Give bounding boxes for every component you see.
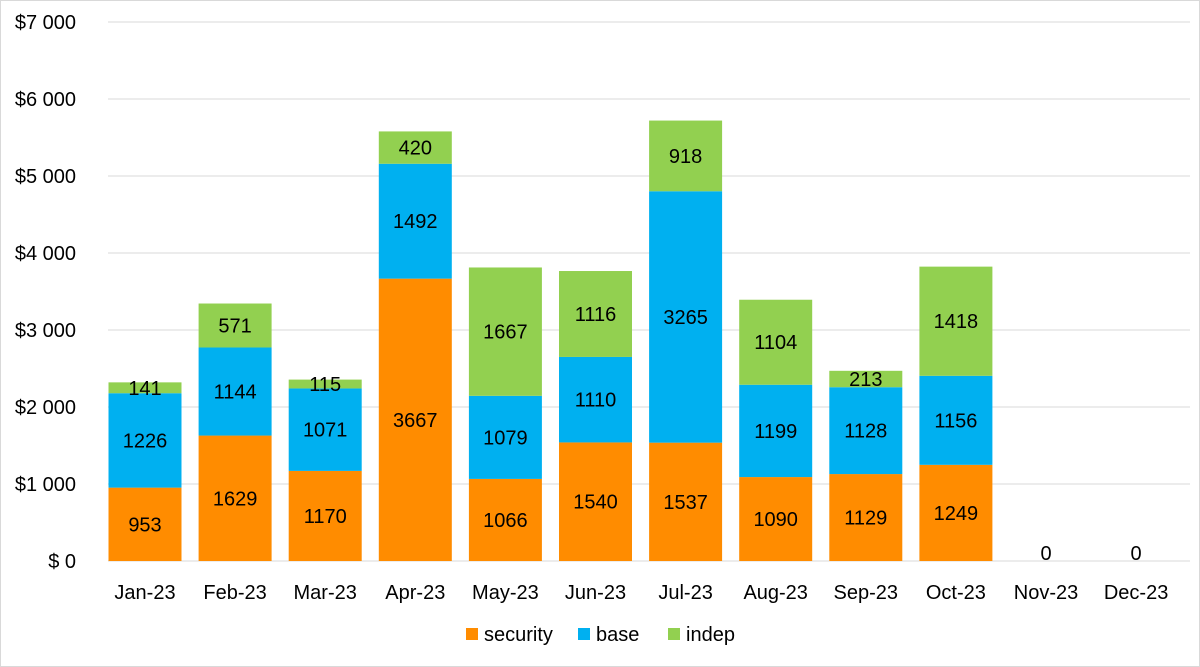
- bar-base[interactable]: [739, 384, 813, 478]
- x-tick-label: Mar-23: [294, 582, 357, 604]
- data-label-security: 1066: [483, 510, 528, 532]
- data-label-base: 1199: [754, 421, 797, 443]
- x-tick-label: Nov-23: [1014, 582, 1078, 604]
- bar-security[interactable]: [829, 474, 903, 561]
- data-label-base: 1226: [123, 430, 168, 452]
- bar-indep[interactable]: [739, 299, 813, 385]
- data-label-base: 1492: [393, 211, 438, 233]
- data-label-security: 1170: [304, 506, 347, 528]
- data-label-base: 1071: [303, 420, 348, 442]
- data-label-indep: 141: [128, 378, 161, 400]
- legend-label-base: base: [596, 624, 639, 646]
- bar-base[interactable]: [378, 163, 452, 279]
- y-tick-label: $6 000: [15, 89, 76, 111]
- data-label-security: 1090: [753, 509, 798, 531]
- bar-indep[interactable]: [829, 370, 903, 388]
- y-tick-label: $1 000: [15, 474, 76, 496]
- data-label-indep: 213: [849, 369, 882, 391]
- x-tick-label: Apr-23: [385, 582, 445, 604]
- bar-base[interactable]: [649, 191, 723, 443]
- bar-base[interactable]: [468, 395, 542, 479]
- data-label-security: 953: [128, 514, 161, 536]
- x-tick-label: Jun-23: [565, 582, 626, 604]
- x-tick-label: Feb-23: [203, 582, 266, 604]
- data-label-indep: 115: [309, 374, 341, 396]
- bar-base[interactable]: [288, 388, 362, 471]
- y-tick-label: $ 0: [48, 551, 76, 573]
- bar-base[interactable]: [198, 347, 272, 436]
- x-tick-label: Oct-23: [926, 582, 986, 604]
- data-label-indep: 1667: [483, 322, 528, 344]
- bar-indep[interactable]: [288, 379, 362, 389]
- y-tick-label: $4 000: [15, 243, 76, 265]
- x-tick-label: Jan-23: [114, 582, 175, 604]
- bar-indep[interactable]: [919, 266, 993, 376]
- bar-security[interactable]: [739, 477, 813, 561]
- bar-security[interactable]: [378, 278, 452, 561]
- bar-indep[interactable]: [108, 382, 182, 394]
- data-label-zero: 0: [1131, 543, 1142, 565]
- data-label-indep: 571: [218, 315, 251, 337]
- x-tick-label: Aug-23: [743, 582, 808, 604]
- data-label-indep: 918: [669, 146, 702, 168]
- x-tick-label: May-23: [472, 582, 539, 604]
- data-label-security: 1629: [213, 488, 258, 510]
- bar-security[interactable]: [919, 464, 993, 561]
- bar-security[interactable]: [288, 470, 362, 561]
- bar-security[interactable]: [559, 442, 632, 561]
- bar-security[interactable]: [468, 478, 542, 561]
- y-tick-label: $3 000: [15, 320, 76, 342]
- data-label-security: 1249: [934, 503, 979, 525]
- legend-label-security: security: [484, 624, 553, 646]
- x-tick-label: Sep-23: [834, 582, 899, 604]
- data-label-base: 1079: [483, 427, 528, 449]
- data-label-security: 1537: [663, 492, 708, 514]
- data-label-indep: 1104: [754, 332, 797, 354]
- bar-base[interactable]: [108, 393, 182, 488]
- data-label-security: 1129: [844, 508, 887, 530]
- data-label-base: 3265: [663, 307, 708, 329]
- bar-security[interactable]: [108, 487, 182, 561]
- bar-indep[interactable]: [378, 131, 452, 164]
- data-label-base: 1144: [214, 382, 257, 404]
- data-label-zero: 0: [1040, 543, 1051, 565]
- legend-swatch-indep: [668, 628, 680, 640]
- bar-indep[interactable]: [198, 303, 272, 348]
- x-tick-label: Jul-23: [658, 582, 712, 604]
- bar-base[interactable]: [829, 387, 903, 475]
- data-label-base: 1110: [575, 390, 617, 412]
- data-label-indep: 1116: [575, 304, 617, 326]
- bar-base[interactable]: [919, 375, 993, 465]
- data-label-security: 1540: [573, 492, 618, 514]
- bar-indep[interactable]: [649, 120, 723, 192]
- y-tick-label: $2 000: [15, 397, 76, 419]
- data-label-indep: 1418: [934, 311, 979, 333]
- bar-security[interactable]: [198, 435, 272, 561]
- data-label-security: 3667: [393, 410, 438, 432]
- data-label-indep: 420: [399, 138, 432, 160]
- bar-indep[interactable]: [468, 267, 542, 396]
- bar-indep[interactable]: [559, 271, 632, 357]
- y-tick-label: $7 000: [15, 12, 76, 34]
- x-tick-label: Dec-23: [1104, 582, 1168, 604]
- legend-swatch-base: [578, 628, 590, 640]
- bar-base[interactable]: [559, 356, 632, 443]
- y-tick-label: $5 000: [15, 166, 76, 188]
- legend-label-indep: indep: [686, 624, 735, 646]
- data-label-base: 1128: [844, 421, 887, 443]
- data-label-base: 1156: [934, 410, 977, 432]
- legend-swatch-security: [466, 628, 478, 640]
- bar-security[interactable]: [649, 442, 723, 561]
